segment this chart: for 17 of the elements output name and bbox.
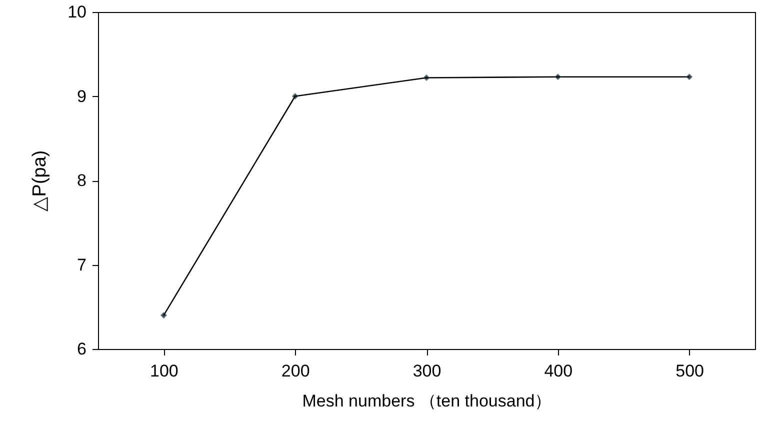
point bbox=[686, 74, 692, 80]
y-tick-label: 9 bbox=[77, 86, 86, 106]
x-tick-label: 100 bbox=[150, 362, 178, 380]
point bbox=[160, 312, 167, 318]
x-tick-label: 300 bbox=[412, 362, 442, 380]
y-axis-title: △P(pa) bbox=[30, 150, 51, 212]
x-tick-label: 500 bbox=[676, 362, 704, 380]
x-tick-label: 200 bbox=[281, 362, 310, 380]
y-tick-label: 6 bbox=[77, 340, 86, 358]
y-tick-label: 10 bbox=[68, 2, 86, 22]
y-tick-label: 7 bbox=[77, 255, 86, 274]
point bbox=[554, 74, 562, 80]
point bbox=[292, 93, 298, 100]
y-tick-label: 8 bbox=[77, 171, 86, 190]
x-tick-label: 400 bbox=[544, 362, 573, 380]
x-axis-title: Mesh numbers （ten thousand） bbox=[302, 392, 552, 410]
point bbox=[423, 74, 430, 81]
